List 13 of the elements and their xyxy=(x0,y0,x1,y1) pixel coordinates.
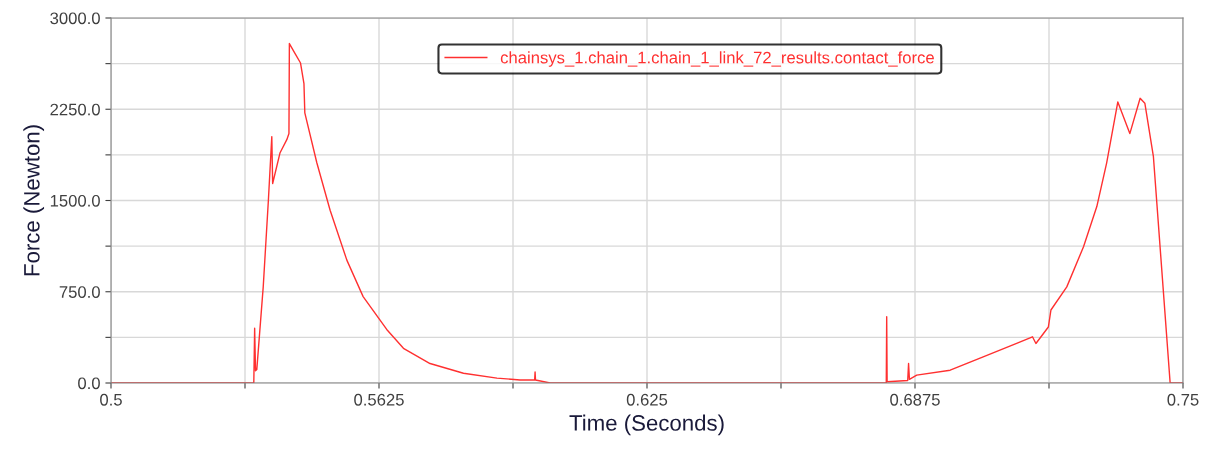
x-axis-title: Time (Seconds) xyxy=(569,414,724,436)
x-tick-label: 0.5625 xyxy=(354,393,404,406)
x-tick-label: 0.5 xyxy=(100,393,122,406)
y-axis-title: Force (Newton) xyxy=(23,125,45,276)
y-tick-label: 750.0 xyxy=(59,286,100,298)
y-tick-label: 0.0 xyxy=(78,377,100,390)
x-tick-label: 0.6875 xyxy=(890,393,940,406)
y-tick-label: 3000.0 xyxy=(50,12,100,25)
y-tick-label: 1500.0 xyxy=(50,194,100,207)
x-tick-label: 0.625 xyxy=(626,393,668,406)
legend-label: chainsys_1.chain_1.chain_1_link_72_results.contact_force xyxy=(500,51,934,67)
y-tick-label: 2250.0 xyxy=(50,103,100,116)
x-tick-label: 0.75 xyxy=(1167,393,1199,406)
